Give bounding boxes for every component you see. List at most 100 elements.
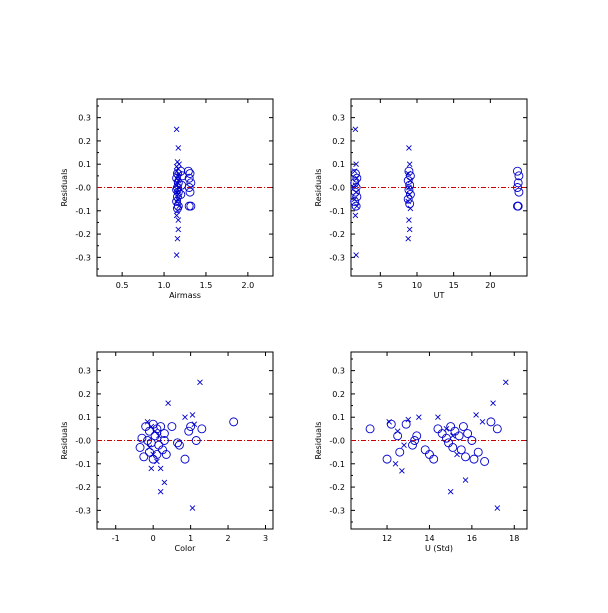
data-point-circle — [513, 178, 523, 188]
data-point-cross — [146, 444, 153, 451]
y-tick-label: 0.3 — [78, 114, 91, 123]
data-point-cross — [354, 203, 360, 209]
data-point-circle — [180, 454, 190, 464]
x-tick-label: 16 — [467, 534, 477, 543]
data-point-circle — [365, 424, 375, 434]
data-point-circle — [458, 422, 468, 431]
data-point-circle — [513, 166, 522, 176]
data-point-cross — [435, 414, 441, 421]
data-point-circle — [382, 454, 392, 464]
y-tick-label: 0.2 — [332, 137, 345, 146]
y-tick-label: 0.1 — [332, 413, 345, 422]
x-tick-label: 2.0 — [241, 281, 254, 290]
y-tick-label: 0.1 — [78, 413, 91, 422]
data-point-circle — [404, 185, 414, 195]
data-point-circle — [448, 443, 458, 452]
y-tick-label: -0.3 — [329, 253, 345, 262]
data-point-cross — [175, 226, 182, 233]
data-point-circle — [350, 197, 360, 206]
data-point-circle — [513, 201, 522, 211]
data-point-circle — [429, 454, 439, 464]
data-point-circle — [514, 187, 524, 197]
data-point-circle — [393, 431, 403, 441]
data-point-circle — [513, 183, 522, 192]
data-point-circle — [395, 447, 405, 457]
data-point-cross — [462, 477, 469, 483]
data-point-circle — [350, 187, 360, 197]
data-point-cross — [175, 145, 182, 151]
y-tick-label: -0.2 — [75, 230, 91, 239]
data-point-cross — [405, 235, 412, 242]
data-point-circle — [492, 424, 502, 434]
data-point-cross — [392, 460, 399, 467]
data-point-circle — [135, 443, 145, 452]
data-point-circle — [480, 457, 490, 466]
y-tick-label: 0.3 — [332, 367, 345, 376]
data-point-cross — [148, 465, 155, 472]
data-point-cross — [353, 252, 359, 258]
data-point-circle — [408, 440, 417, 450]
data-point-circle — [172, 173, 182, 183]
data-point-cross — [352, 212, 359, 219]
x-tick-label: 2 — [226, 534, 231, 543]
x-tick-label: -1 — [112, 534, 120, 543]
data-point-circle — [350, 169, 360, 178]
data-point-circle — [404, 166, 414, 176]
data-point-cross — [189, 505, 196, 511]
data-point-circle — [197, 424, 207, 434]
data-point-circle — [410, 436, 420, 445]
data-point-circle — [463, 429, 473, 438]
data-point-circle — [401, 419, 411, 429]
data-point-cross — [173, 212, 180, 219]
data-point-cross — [406, 145, 412, 151]
y-tick-label: -0.3 — [75, 253, 91, 262]
data-point-circle — [486, 417, 496, 427]
data-point-circle — [167, 422, 177, 431]
data-point-circle — [173, 204, 182, 213]
data-point-cross — [182, 414, 188, 421]
data-point-cross — [399, 467, 405, 474]
data-point-circle — [186, 201, 196, 211]
x-tick-label: 10 — [412, 281, 422, 290]
data-point-circle — [176, 166, 186, 176]
data-point-cross — [405, 416, 412, 423]
data-point-cross — [174, 235, 181, 242]
data-point-circle — [350, 178, 360, 188]
data-point-circle — [514, 171, 524, 181]
data-point-circle — [137, 433, 147, 443]
data-point-circle — [405, 180, 415, 190]
y-tick-label: 0.1 — [78, 160, 91, 169]
data-point-cross — [352, 126, 359, 133]
y-axis-label: Residuals — [60, 169, 69, 207]
data-point-circle — [425, 450, 434, 459]
x-tick-label: 5 — [378, 281, 383, 290]
x-axis-label: UT — [434, 291, 445, 300]
data-point-cross — [174, 159, 181, 165]
chart-panel-1: -0.3 -0.2 -0.1 -0.0 0.1 0.2 0.3 0.5 1.0 1.5 2.0 Air… — [60, 98, 274, 300]
data-point-circle — [159, 429, 169, 438]
data-point-circle — [469, 454, 479, 464]
y-axis-label: Residuals — [314, 422, 323, 460]
data-point-circle — [446, 422, 456, 431]
data-point-circle — [403, 194, 413, 204]
data-point-circle — [405, 190, 415, 199]
x-axis-label: U (Std) — [425, 544, 453, 553]
y-tick-label: -0.2 — [329, 230, 345, 239]
data-point-circle — [229, 417, 239, 427]
data-point-circle — [139, 452, 149, 462]
data-point-circle — [403, 176, 413, 185]
y-tick-label: -0.3 — [75, 506, 91, 515]
data-point-circle — [461, 452, 470, 462]
x-tick-label: 12 — [382, 534, 392, 543]
data-point-circle — [172, 197, 182, 206]
data-point-cross — [197, 379, 203, 386]
data-point-cross — [165, 400, 171, 407]
x-tick-label: 1 — [188, 534, 193, 543]
y-axis-label: Residuals — [314, 169, 323, 207]
data-point-circle — [441, 433, 451, 443]
data-point-cross — [353, 161, 359, 168]
data-point-cross — [502, 379, 509, 386]
x-axis-label: Color — [175, 544, 197, 553]
data-point-circle — [456, 445, 466, 455]
